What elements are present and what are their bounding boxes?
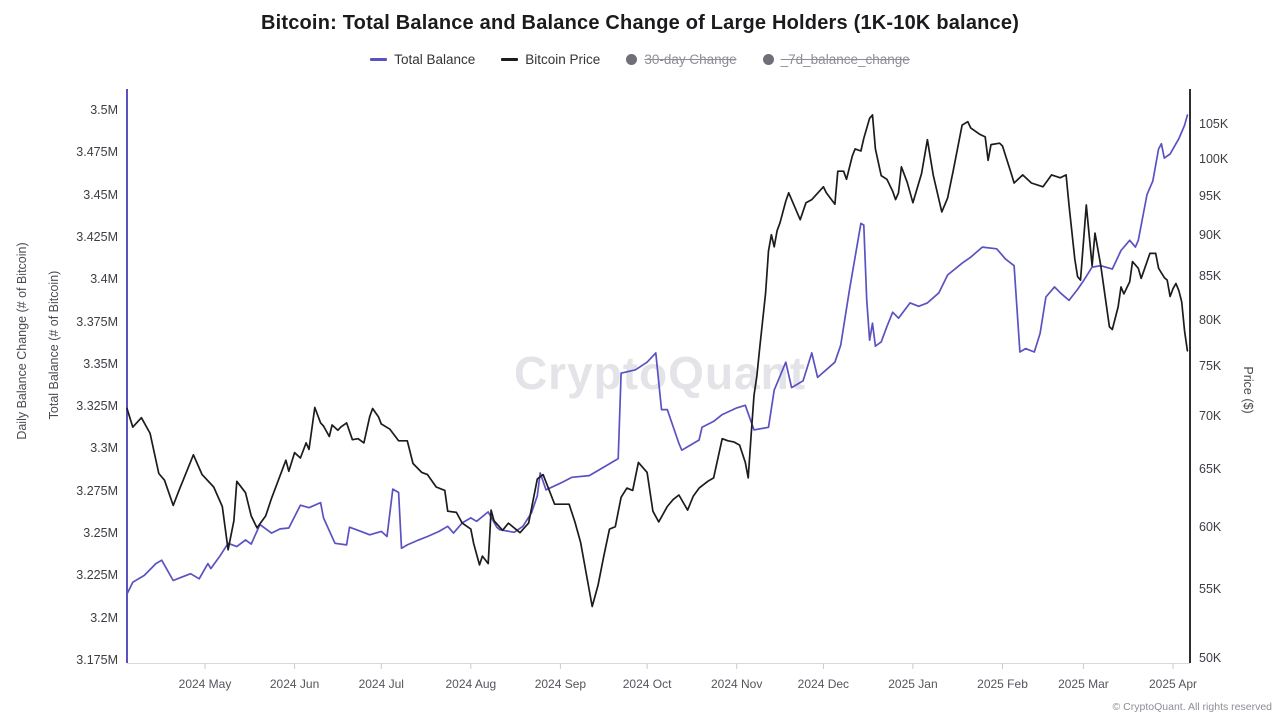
x-axis-tick: 2024 May [178, 677, 232, 691]
right-axis-tick: 95K [1199, 188, 1222, 203]
x-axis-tick: 2024 Nov [710, 677, 763, 691]
right-axis-tick: 90K [1199, 227, 1222, 242]
total-balance-line-swatch-icon [370, 58, 388, 61]
left-axis-title: Total Balance (# of Bitcoin) [47, 270, 61, 420]
x-axis-tick-marks [204, 663, 1174, 669]
left-axis-tick: 3.35M [83, 356, 118, 371]
right-axis-tick: 80K [1199, 312, 1222, 327]
left-axis-tick: 3.5M [90, 103, 118, 117]
left-axis-tick: 3.2M [90, 610, 118, 625]
x-axis-tick: 2024 Oct [622, 677, 672, 691]
right-axis-tick: 75K [1199, 359, 1222, 373]
left-axis-tick: 3.275M [76, 483, 118, 498]
x-axis-tick: 2025 Mar [1058, 677, 1109, 691]
legend-item-7d-balance-change[interactable]: _7d_balance_change [762, 52, 910, 67]
legend-label: Bitcoin Price [525, 52, 601, 67]
left-axis-tick: 3.3M [90, 441, 118, 456]
left-axis-tick: 3.175M [76, 653, 118, 668]
right-axis-tick: 105K [1199, 116, 1229, 131]
right-axis-tick: 100K [1199, 151, 1229, 166]
left-axis-tick: 3.375M [76, 314, 118, 329]
bitcoin-price-line-swatch-icon [501, 58, 519, 61]
legend-item-total-balance[interactable]: Total Balance [370, 52, 475, 67]
disabled-series-dot-icon [762, 54, 774, 65]
bitcoin-price-series-line[interactable] [126, 114, 1189, 608]
right-axis-tick: 70K [1199, 408, 1222, 423]
x-axis-tick: 2024 Aug [445, 677, 497, 691]
copyright-note: © CryptoQuant. All rights reserved [1112, 701, 1272, 713]
x-axis-tick: 2025 Apr [1148, 677, 1198, 691]
x-axis-tick: 2024 Jul [358, 677, 404, 691]
legend: Total Balance Bitcoin Price 30-day Chang… [0, 52, 1280, 67]
x-axis-tick: 2024 Dec [797, 677, 850, 691]
left-axis-tick: 3.475M [76, 145, 118, 160]
chart-title: Bitcoin: Total Balance and Balance Chang… [260, 12, 1020, 34]
right-axis-tick: 50K [1199, 650, 1222, 665]
total-balance-series-line[interactable] [126, 114, 1189, 595]
left-axis-tick: 3.225M [76, 568, 118, 583]
right-axis-tick: 60K [1199, 519, 1222, 534]
left-axis-tick: 3.425M [76, 229, 118, 244]
right-axis-tick: 85K [1199, 268, 1222, 283]
left-axis-tick: 3.325M [76, 399, 118, 414]
x-axis-tick: 2024 Jun [269, 677, 320, 691]
legend-label: _7d_balance_change [780, 52, 910, 67]
left-axis-tick: 3.45M [83, 187, 118, 202]
legend-label: Total Balance [394, 52, 476, 67]
left-axis-tick: 3.25M [83, 526, 118, 541]
left-axis-outer-title: Daily Balance Change (# of Bitcoin) [15, 242, 29, 440]
legend-item-30-day-change[interactable]: 30-day Change [626, 52, 737, 67]
legend-label: 30-day Change [644, 52, 737, 67]
legend-item-bitcoin-price[interactable]: Bitcoin Price [501, 52, 600, 67]
right-axis-tick: 65K [1199, 462, 1222, 477]
left-axis-tick-labels: 3.5M 3.475M 3.45M 3.425M 3.4M 3.375M 3.35M 3.32… [0, 0, 118, 724]
right-axis-tick-labels: 105K 100K 95K 90K 85K 80K 75K 70K 65K 60K 55K 50K [1199, 0, 1279, 724]
x-axis-tick: 2024 Sep [534, 677, 587, 691]
x-axis-tick: 2025 Feb [977, 677, 1028, 691]
disabled-series-dot-icon [626, 54, 638, 65]
x-axis-tick: 2025 Jan [888, 677, 938, 691]
right-axis-tick: 55K [1199, 582, 1222, 597]
right-axis-title: Price ($) [1241, 366, 1255, 414]
x-axis-tick-labels: 2024 May 2024 Jun 2024 Jul 2024 Aug 2024 Sep… [0, 677, 1280, 697]
left-axis-tick: 3.4M [90, 272, 118, 287]
